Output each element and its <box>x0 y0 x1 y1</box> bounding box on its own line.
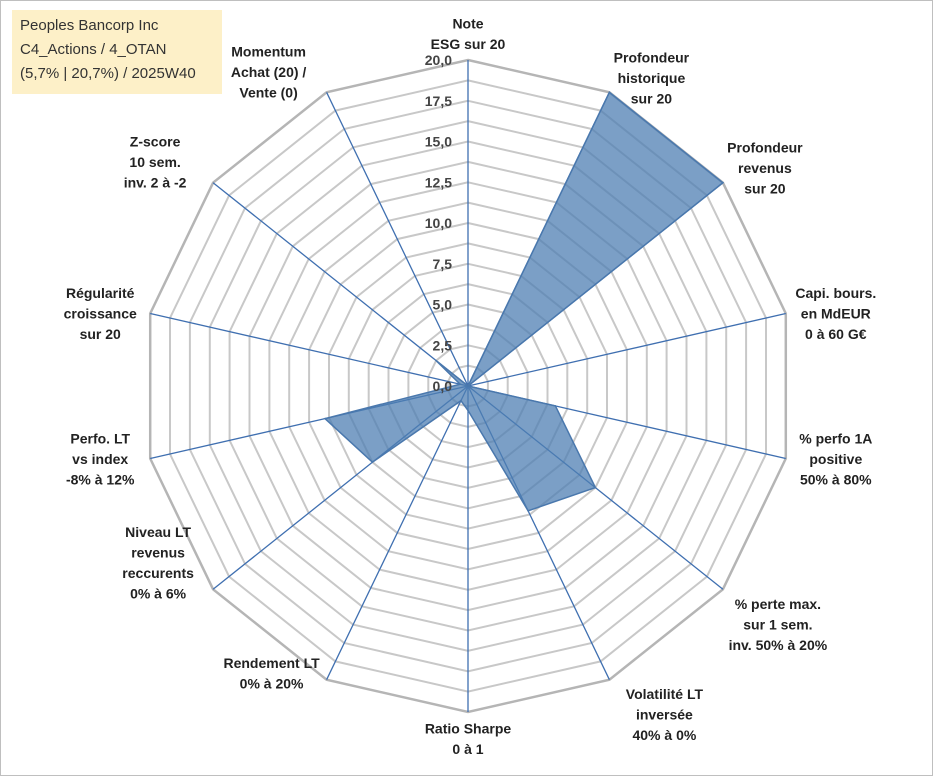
axis-spoke <box>150 312 469 387</box>
axis-label-line: Vente (0) <box>239 84 297 100</box>
axis-label: % perfo 1A positive 50% à 80% <box>799 430 872 487</box>
axis-label-line: Achat (20) / <box>231 64 307 80</box>
performance-week: (5,7% | 20,7%) / 2025W40 <box>20 65 196 82</box>
axis-label-line: 10 sem. <box>129 154 180 170</box>
axis-label-line: Note <box>452 16 483 32</box>
axis-label-line: revenus <box>131 544 185 560</box>
series-point <box>460 399 462 402</box>
axis-label-line: Profondeur <box>614 49 690 65</box>
axis-label-line: croissance <box>64 306 137 322</box>
series-point <box>371 461 374 464</box>
axis-label: Régularité croissance sur 20 <box>64 285 137 342</box>
axis-spoke <box>467 312 786 387</box>
axis-label-line: sur 20 <box>631 90 672 106</box>
tick-label: 15,0 <box>425 134 452 150</box>
portfolio-path: C4_Actions / 4_OTAN <box>20 41 167 58</box>
series-point <box>459 383 461 386</box>
axis-label-line: Volatilité LT <box>626 686 704 702</box>
axis-label: Profondeur revenus sur 20 <box>727 140 803 197</box>
series-point <box>527 510 529 512</box>
series-point <box>594 486 597 489</box>
axis-label: Volatilité LT inversée 40% à 0% <box>626 686 704 743</box>
axis-label: Capi. bours. en MdEUR 0 à 60 G€ <box>795 285 876 342</box>
series-point <box>467 409 469 412</box>
axis-label-line: Z-score <box>130 134 181 150</box>
axis-label-line: vs index <box>72 451 128 467</box>
axis-labels: Note ESG sur 20 Profondeur historique sur 20… <box>64 16 877 758</box>
axis-label-line: revenus <box>738 160 792 176</box>
axis-label-line: positive <box>809 451 862 467</box>
axis-label-line: % perte max. <box>735 596 821 612</box>
axis-label-line: 0% à 6% <box>130 585 187 601</box>
tick-label: 7,5 <box>433 256 453 272</box>
axis-label-line: inversée <box>636 707 693 723</box>
series-point <box>554 405 557 407</box>
axis-label-line: Profondeur <box>727 140 803 156</box>
series-point <box>467 385 469 387</box>
axis-label: % perte max. sur 1 sem. inv. 50% à 20% <box>729 596 828 653</box>
tick-label: 2,5 <box>433 337 453 353</box>
axis-label-line: en MdEUR <box>801 306 871 322</box>
radial-tick-labels: 0,0 2,5 5,0 7,5 10,0 12,5 15,0 17,5 20,0 <box>425 52 452 394</box>
tick-label: 20,0 <box>425 52 452 68</box>
company-name: Peoples Bancorp Inc <box>20 17 159 34</box>
tick-label: 12,5 <box>425 174 452 190</box>
axis-label: Ratio Sharpe 0 à 1 <box>425 721 512 758</box>
axis-label-line: sur 20 <box>744 181 785 197</box>
axis-label-line: Niveau LT <box>125 524 191 540</box>
axis-label-line: Rendement LT <box>223 655 320 671</box>
axis-label-line: Perfo. LT <box>70 430 130 446</box>
axis-label-line: 40% à 0% <box>632 727 696 743</box>
axis-label-line: ESG sur 20 <box>431 36 506 52</box>
axis-spoke <box>212 182 469 387</box>
tick-label: 17,5 <box>425 93 452 109</box>
radar-series <box>323 91 725 512</box>
axis-label-line: reccurents <box>122 565 194 581</box>
axis-label-line: sur 20 <box>80 326 121 342</box>
axis-label: Profondeur historique sur 20 <box>614 49 690 106</box>
axis-label-line: sur 1 sem. <box>743 616 812 632</box>
tick-label: 10,0 <box>425 215 452 231</box>
axis-label-line: inv. 2 à -2 <box>124 175 187 191</box>
chart-info-box: Peoples Bancorp Inc C4_Actions / 4_OTAN … <box>12 10 222 94</box>
axis-label: Niveau LT revenus reccurents 0% à 6% <box>122 524 194 602</box>
tick-label: 5,0 <box>433 297 453 313</box>
series-area <box>323 91 725 512</box>
series-point <box>435 359 437 362</box>
axis-spoke <box>326 92 469 387</box>
axis-label-line: Momentum <box>231 43 306 59</box>
axis-spoke <box>326 385 469 680</box>
axis-label-line: Ratio Sharpe <box>425 721 512 737</box>
series-point <box>608 91 611 94</box>
axis-label-line: -8% à 12% <box>66 471 135 487</box>
tick-label: 0,0 <box>433 378 453 394</box>
axis-label-line: 50% à 80% <box>800 471 872 487</box>
series-point <box>722 181 724 184</box>
series-point <box>324 417 326 420</box>
axis-label-line: Capi. bours. <box>795 285 876 301</box>
axis-label-line: inv. 50% à 20% <box>729 637 828 653</box>
axis-label-line: Régularité <box>66 285 135 301</box>
axis-label: Perfo. LT vs index -8% à 12% <box>66 430 135 487</box>
axis-label-line: % perfo 1A <box>799 430 872 446</box>
axis-label-line: 0 à 1 <box>452 741 483 757</box>
axis-label: Z-score 10 sem. inv. 2 à -2 <box>124 134 187 191</box>
axis-label-line: 0% à 20% <box>240 676 304 692</box>
axis-label-line: 0 à 60 G€ <box>805 326 867 342</box>
axis-label-line: historique <box>618 70 686 86</box>
axis-label: Momentum Achat (20) / Vente (0) <box>231 43 307 100</box>
axis-label: Note ESG sur 20 <box>431 16 506 53</box>
axis-label: Rendement LT 0% à 20% <box>223 655 320 692</box>
